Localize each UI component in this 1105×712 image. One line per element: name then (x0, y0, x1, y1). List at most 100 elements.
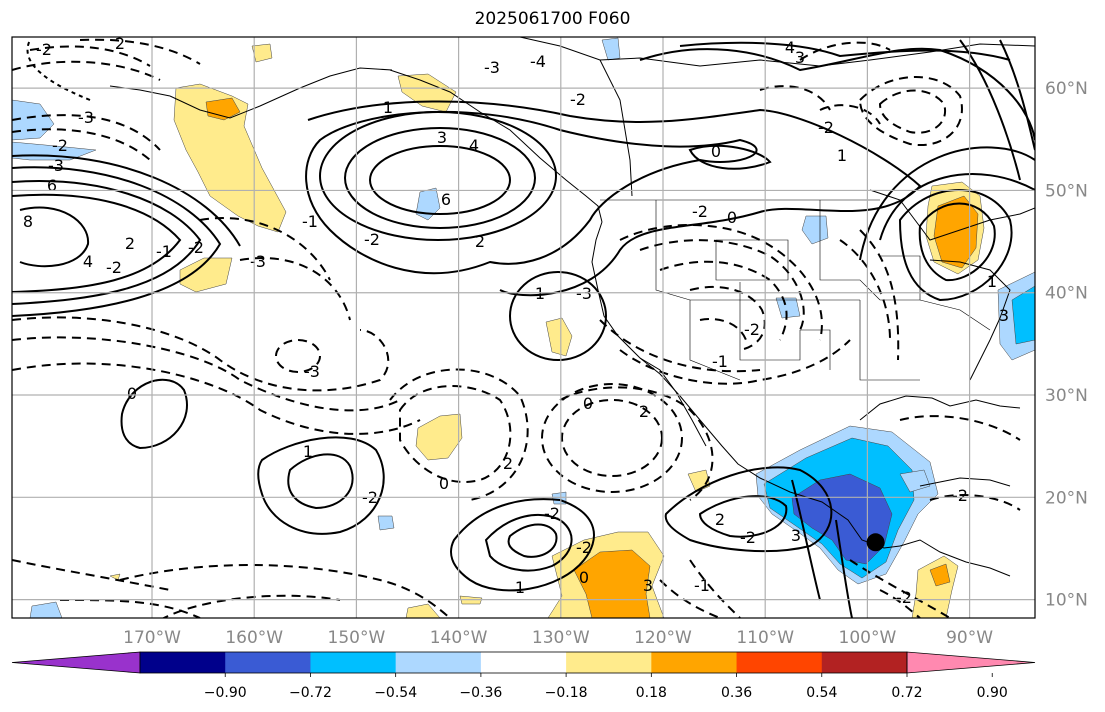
colorbar-box (395, 652, 482, 673)
gridlines (12, 37, 1035, 618)
colorbar-box (736, 652, 823, 673)
contour-label: -2 (106, 258, 122, 277)
contour-label: -2 (952, 486, 968, 505)
contour-label: -2 (692, 202, 708, 221)
contour-label: -3 (250, 252, 266, 271)
shade-negative (29, 601, 63, 618)
contour-label: -2 (36, 40, 52, 59)
contour-label: 2 (115, 34, 125, 53)
colorbar-tick-label: −0.54 (374, 685, 417, 701)
contour-label: 2 (503, 454, 513, 473)
shade-positive (415, 413, 463, 461)
shade-positive (929, 563, 951, 587)
contour-label: -1 (694, 576, 710, 595)
contour-label: 1 (535, 284, 545, 303)
contour-label: -2 (188, 238, 204, 257)
contour-label: 4 (469, 136, 479, 155)
longitude-ticks: 170°W 160°W 150°W 140°W 130°W 120°W 110°W 100°W… (123, 628, 993, 648)
contour-label: -2 (576, 538, 592, 557)
shade-positive (573, 549, 651, 618)
shade-positive (205, 97, 241, 121)
colorbar-tick-label: −0.36 (459, 685, 502, 701)
contour-label: -3 (484, 58, 500, 77)
contour-label: 2 (715, 510, 725, 529)
contour-label: -4 (530, 52, 546, 71)
contour-label: -2 (744, 320, 760, 339)
contour-label: -1 (302, 212, 318, 231)
lon-tick-label: 160°W (225, 628, 283, 648)
shade-negative (899, 469, 931, 493)
colorbar-box (480, 652, 567, 673)
contour-label: -3 (576, 284, 592, 303)
contour-label: 1 (303, 442, 313, 461)
lat-tick-label: 10°N (1045, 591, 1088, 611)
lat-tick-label: 20°N (1045, 488, 1088, 508)
contour-label: 6 (441, 190, 451, 209)
contour-label: -1 (156, 242, 172, 261)
shade-positive (405, 603, 441, 618)
colorbar-tick-label: −0.90 (204, 685, 247, 701)
colorbar-min-extension (11, 651, 141, 674)
colorbar-box (225, 652, 311, 673)
contour-label: 3 (643, 576, 653, 595)
contour-label: -3 (304, 362, 320, 381)
lon-tick-label: 170°W (123, 628, 181, 648)
contour-label: 3 (999, 306, 1009, 325)
contour-label: 3 (795, 48, 805, 67)
colorbar-box (310, 652, 397, 673)
lat-tick-label: 50°N (1045, 181, 1088, 201)
contour-label: 4 (785, 38, 795, 57)
colorbar-tick-label: −0.72 (289, 685, 332, 701)
colorbar: −0.90 −0.72 −0.54 −0.36 −0.18 0.18 0.36 0.54 0.7… (11, 651, 1036, 701)
shade-negative (1011, 285, 1035, 345)
contour-label: 4 (83, 252, 93, 271)
lat-tick-label: 30°N (1045, 386, 1088, 406)
contour-label: 0 (583, 394, 593, 413)
lon-tick-label: 90°W (946, 628, 993, 648)
lat-tick-label: 40°N (1045, 284, 1088, 304)
contour-label: -2 (544, 504, 560, 523)
contour-label: -2 (364, 230, 380, 249)
dashed-contours (12, 38, 1021, 618)
lon-tick-label: 120°W (634, 628, 692, 648)
contour-label: 2 (475, 232, 485, 251)
contour-label: 1 (383, 98, 393, 117)
lon-tick-label: 100°W (839, 628, 897, 648)
state-borders (600, 199, 991, 381)
contour-label: -2 (52, 136, 68, 155)
contour-label: -3 (48, 156, 64, 175)
colorbar-max-extension (906, 651, 1036, 674)
contour-label: 3 (791, 526, 801, 545)
lon-tick-label: 110°W (736, 628, 794, 648)
contour-label: 8 (23, 212, 33, 231)
contour-label: -2 (740, 528, 756, 547)
map-title: 2025061700 F060 (474, 9, 631, 29)
contour-label: 0 (727, 208, 737, 227)
contour-label: 2 (639, 402, 649, 421)
colorbar-tick-label: 0.18 (636, 685, 667, 701)
shade-positive (173, 83, 287, 233)
contour-label: -2 (818, 118, 834, 137)
map-frame (11, 36, 1036, 619)
lon-tick-label: 150°W (328, 628, 386, 648)
colorbar-box (651, 652, 738, 673)
shade-negative (775, 297, 801, 319)
colorbar-tick-label: −0.18 (545, 685, 588, 701)
contour-label: 1 (987, 272, 997, 291)
colorbar-outline (139, 651, 908, 674)
contour-label: -3 (78, 108, 94, 127)
colorbar-tick-label: 0.90 (977, 685, 1008, 701)
colorbar-box (566, 652, 652, 673)
latitude-ticks: 60°N 50°N 40°N 30°N 20°N 10°N (1045, 79, 1088, 610)
contour-label: -1 (712, 352, 728, 371)
contour-label: 0 (579, 568, 589, 587)
lon-tick-label: 140°W (430, 628, 488, 648)
shade-negative (377, 515, 395, 531)
contour-label: -2 (896, 588, 912, 607)
colorbar-box (821, 652, 908, 673)
lon-tick-label: 130°W (532, 628, 590, 648)
shade-positive (545, 317, 573, 357)
